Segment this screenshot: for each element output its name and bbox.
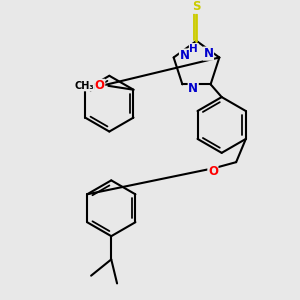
Text: O: O <box>95 79 105 92</box>
Text: CH₃: CH₃ <box>74 81 94 91</box>
Text: S: S <box>192 0 201 13</box>
Text: N: N <box>179 49 190 62</box>
Text: O: O <box>208 165 218 178</box>
Text: H: H <box>189 44 198 54</box>
Text: N: N <box>188 82 198 95</box>
Text: N: N <box>203 47 214 60</box>
